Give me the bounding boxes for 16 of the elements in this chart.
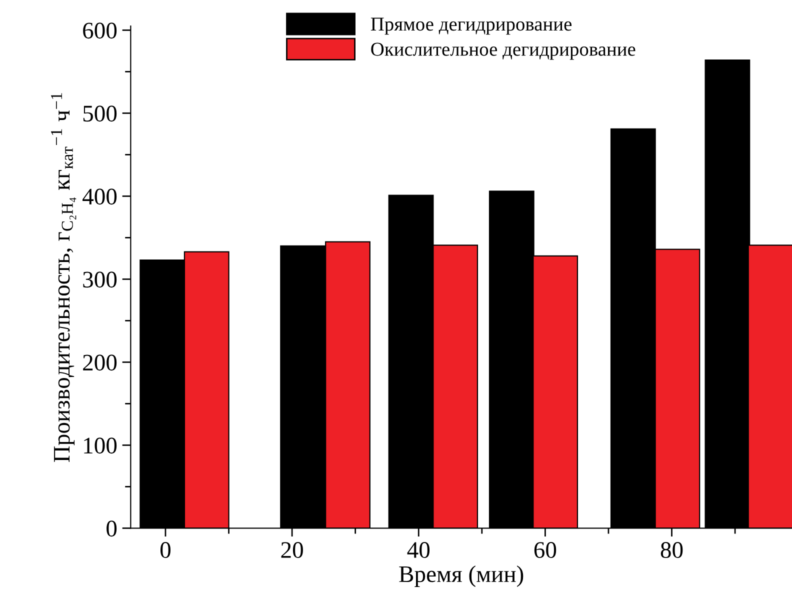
y-tick-label: 100: [84, 438, 117, 454]
y-tick-label: 0: [106, 520, 117, 537]
x-tick-label: 0: [160, 542, 170, 558]
y-axis-title: Производительность, г$_{C₂H₄}$ кг$_{кат}$$^{−1}$ ч$^{−1}$: [51, 93, 76, 462]
y-tick-label: 200: [83, 354, 117, 371]
legend-label: Окислительное дегидрирование: [371, 42, 636, 60]
y-tick-label: 500: [83, 106, 117, 122]
x-axis-title: Время (мин): [399, 566, 524, 587]
x-tick-label: 20: [281, 542, 303, 558]
x-tick-label: 80: [660, 542, 683, 558]
x-tick-label: 60: [534, 542, 556, 558]
y-tick-label: 300: [83, 272, 117, 288]
y-tick-label: 400: [82, 188, 117, 205]
legend-label: Прямое дегидрирование: [370, 18, 572, 35]
x-tick-label: 40: [407, 542, 430, 558]
y-tick-label: 600: [83, 22, 117, 39]
